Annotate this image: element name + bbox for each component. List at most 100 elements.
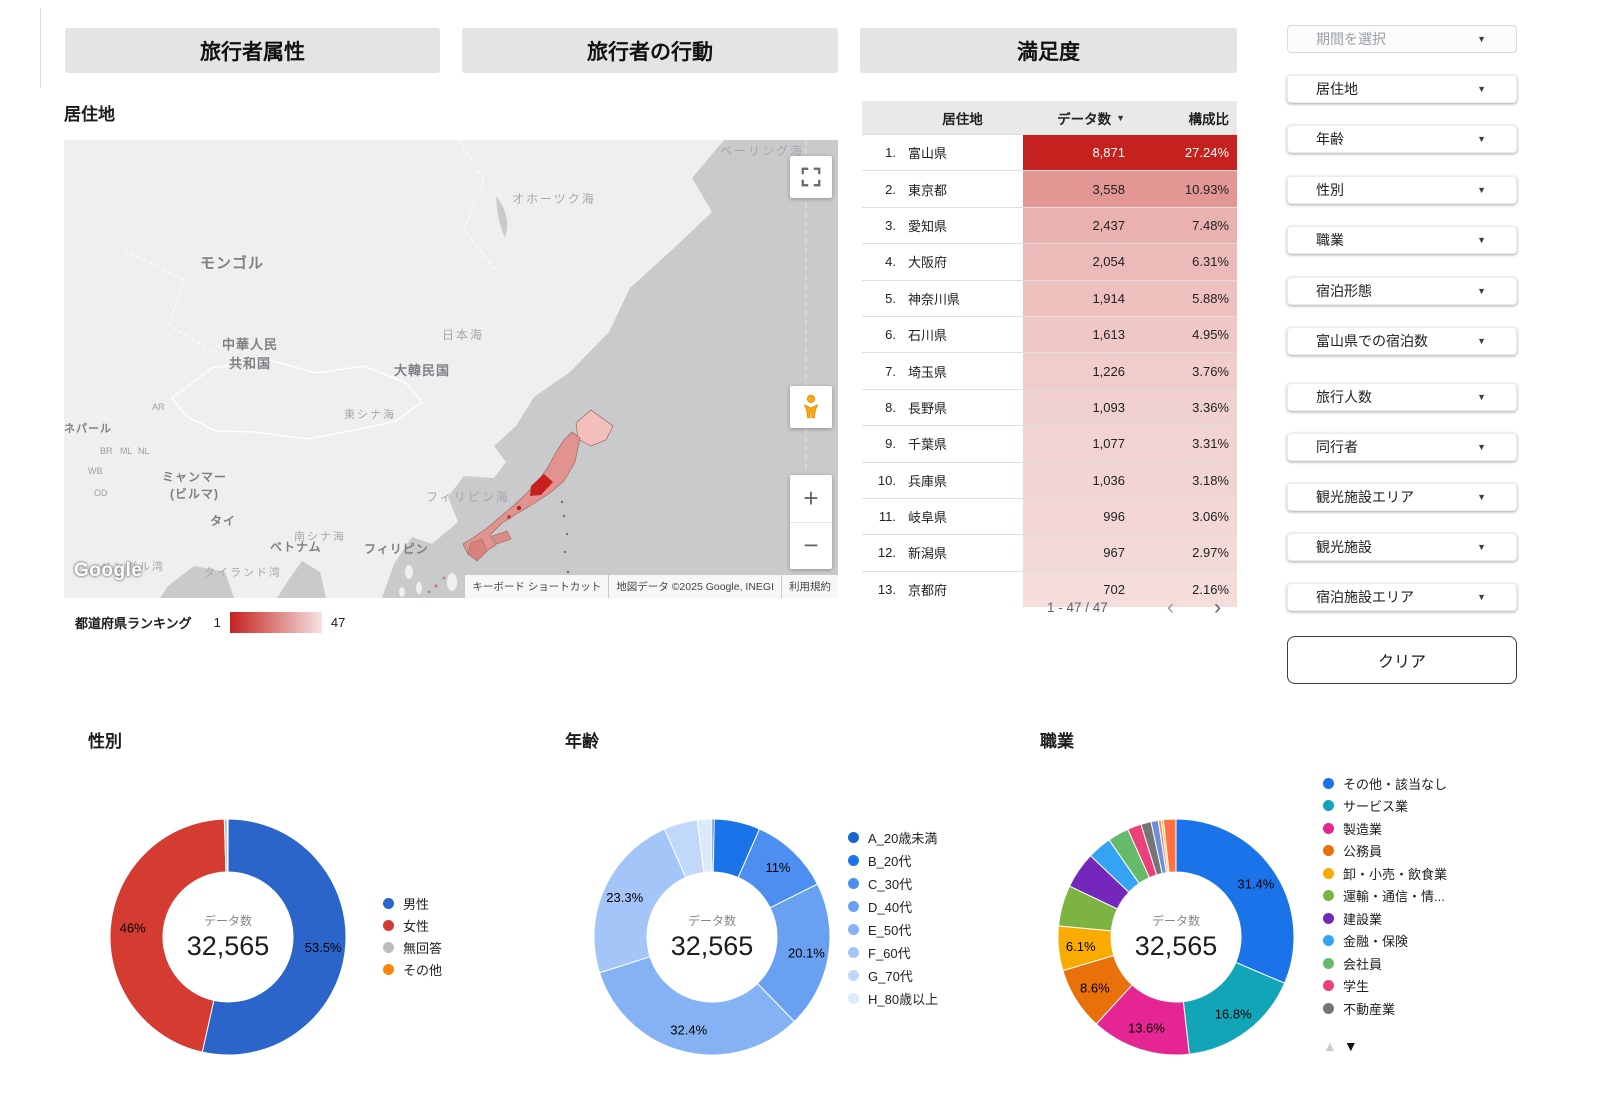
row-ratio: 3.06% (1135, 498, 1237, 535)
fullscreen-button[interactable] (790, 156, 832, 198)
row-ratio: 3.36% (1135, 389, 1237, 426)
ratio-column-header[interactable]: 構成比 (1188, 111, 1230, 127)
row-count: 1,036 (1023, 462, 1135, 498)
legend-color-dot (383, 941, 394, 953)
table-row[interactable]: 5. 神奈川県 1,914 5.88% (862, 279, 1237, 316)
tab-traveler-behavior[interactable]: 旅行者の行動 (462, 28, 838, 73)
gender-chart-title: 性別 (88, 732, 122, 751)
filter-label: 職業 (1316, 232, 1344, 248)
row-count: 967 (1023, 535, 1135, 571)
tab-label: 旅行者の行動 (587, 40, 713, 64)
filter-label: 性別 (1316, 182, 1344, 198)
table-row[interactable]: 10. 兵庫県 1,036 3.18% (862, 461, 1237, 498)
zoom-out-button[interactable]: − (790, 521, 832, 570)
pegman-button[interactable] (790, 386, 832, 428)
table-row[interactable]: 13. 京都府 702 2.16% (862, 570, 1237, 608)
donut-slice-other[interactable] (1162, 818, 1177, 873)
pagination-prev-button[interactable]: ‹ (1167, 596, 1174, 619)
table-pagination: 1 - 47 / 47 ‹ › (862, 596, 1237, 622)
filter-4[interactable]: 職業 ▼ (1287, 226, 1517, 254)
legend-page-down-icon[interactable]: ▼ (1343, 1038, 1358, 1054)
filter-6[interactable]: 富山県での宿泊数 ▼ (1287, 327, 1517, 355)
legend-item: B_20代 (848, 849, 938, 872)
table-row[interactable]: 9. 千葉県 1,077 3.31% (862, 425, 1237, 462)
table-row[interactable]: 6. 石川県 1,613 4.95% (862, 315, 1237, 353)
table-row[interactable]: 3. 愛知県 2,437 7.48% (862, 206, 1237, 244)
tab-label: 旅行者属性 (200, 40, 305, 64)
legend-color-dot (848, 970, 859, 981)
row-ratio: 3.76% (1135, 353, 1237, 389)
chevron-down-icon: ▼ (1477, 185, 1486, 195)
row-rank: 2. (885, 181, 896, 197)
keyboard-shortcuts-link[interactable]: キーボード ショートカット (465, 575, 609, 598)
sort-desc-icon: ▼ (1116, 112, 1125, 123)
sakhalin-island (546, 262, 576, 368)
count-column-header[interactable]: データ数 ▼ (1023, 108, 1135, 128)
donut-slice-その他・該当なし[interactable] (1175, 818, 1295, 984)
zoom-in-button[interactable]: + (803, 482, 819, 513)
row-rank: 5. (885, 290, 896, 306)
donut-slice-男性[interactable] (201, 818, 347, 1056)
legend-item-label: 公務員 (1343, 844, 1383, 860)
filter-label: 旅行人数 (1316, 389, 1372, 405)
row-rank: 13. (877, 581, 896, 597)
filter-5[interactable]: 宿泊形態 ▼ (1287, 277, 1517, 305)
row-count: 1,613 (1023, 316, 1135, 353)
table-row[interactable]: 1. 富山県 8,871 27.24% (862, 134, 1237, 171)
legend-item-label: C_30代 (868, 877, 913, 892)
row-residence: 長野県 (908, 400, 948, 416)
donut-slice-女性[interactable] (109, 818, 227, 1053)
row-residence: 石川県 (908, 328, 948, 344)
filter-2[interactable]: 年齢 ▼ (1287, 125, 1517, 153)
terms-link[interactable]: 利用規約 (782, 575, 838, 598)
table-row[interactable]: 8. 長野県 1,093 3.36% (862, 388, 1237, 426)
filter-1[interactable]: 居住地 ▼ (1287, 75, 1517, 103)
legend-color-dot (383, 919, 394, 931)
google-logo[interactable]: Google (74, 560, 143, 581)
ranking-legend-min: 1 (213, 614, 221, 630)
zoom-control: + − (790, 475, 832, 569)
table-row[interactable]: 7. 埼玉県 1,226 3.76% (862, 352, 1237, 389)
legend-item: 建設業 (1323, 907, 1447, 930)
donut-slice-その他[interactable] (226, 818, 229, 873)
row-residence: 埼玉県 (908, 364, 948, 380)
age-donut-chart[interactable]: 11% 20.1% 32.4% 23.3% (587, 812, 837, 1062)
shikoku (491, 530, 512, 545)
filter-7[interactable]: 旅行人数 ▼ (1287, 383, 1517, 411)
filter-10[interactable]: 観光施設 ▼ (1287, 533, 1517, 561)
legend-page-up-icon[interactable]: ▲ (1323, 1038, 1337, 1054)
chevron-down-icon: ▼ (1477, 84, 1486, 94)
tab-traveler-attributes[interactable]: 旅行者属性 (65, 28, 440, 73)
filter-3[interactable]: 性別 ▼ (1287, 176, 1517, 204)
gender-donut-chart[interactable]: 53.5% 46% (103, 812, 353, 1062)
row-residence: 新潟県 (908, 546, 948, 562)
table-row[interactable]: 2. 東京都 3,558 10.93% (862, 170, 1237, 207)
ranking-legend-max: 47 (330, 614, 346, 630)
pagination-next-button[interactable]: › (1214, 596, 1221, 619)
clear-filters-button[interactable]: クリア (1287, 636, 1517, 684)
occupation-donut-chart[interactable]: 31.4% 16.8% 13.6% 8.6% 6.1% (1051, 812, 1301, 1062)
legend-item-label: 不動産業 (1343, 1001, 1396, 1017)
legend-item-label: B_20代 (868, 854, 912, 869)
ranking-legend-label: 都道府県ランキング (75, 615, 192, 631)
filter-9[interactable]: 観光施設エリア ▼ (1287, 483, 1517, 511)
donut-slice-E_50代[interactable] (598, 956, 796, 1056)
legend-item-label: F_60代 (868, 946, 911, 961)
date-range-filter[interactable]: 期間を選択 ▼ (1287, 25, 1517, 53)
tab-satisfaction[interactable]: 満足度 (860, 28, 1237, 73)
donut-slice-F_60代[interactable] (593, 828, 687, 974)
legend-item-label: 女性 (403, 918, 430, 934)
legend-item-label: 運輸・通信・情... (1343, 889, 1445, 905)
row-count: 996 (1023, 498, 1135, 535)
table-row[interactable]: 12. 新潟県 967 2.97% (862, 534, 1237, 571)
google-map[interactable]: ベーリング海 オホーツク海 日本海 フィリピン海 東シナ海 南シナ海 ベンガル湾 タイランド湾… (64, 140, 838, 598)
row-rank: 8. (885, 399, 896, 415)
filter-8[interactable]: 同行者 ▼ (1287, 433, 1517, 461)
residence-table: 居住地 データ数 ▼ 構成比 1. 富山県 8,871 27.24% 2. 東京都 3,55… (862, 101, 1237, 608)
table-row[interactable]: 4. 大阪府 2,054 6.31% (862, 243, 1237, 280)
filter-11[interactable]: 宿泊施設エリア ▼ (1287, 583, 1517, 611)
table-row[interactable]: 11. 岐阜県 996 3.06% (862, 497, 1237, 535)
toyama-highlight (530, 474, 553, 496)
legend-color-dot (1323, 935, 1334, 947)
donut-slice-H_80歳以上[interactable] (696, 818, 713, 874)
